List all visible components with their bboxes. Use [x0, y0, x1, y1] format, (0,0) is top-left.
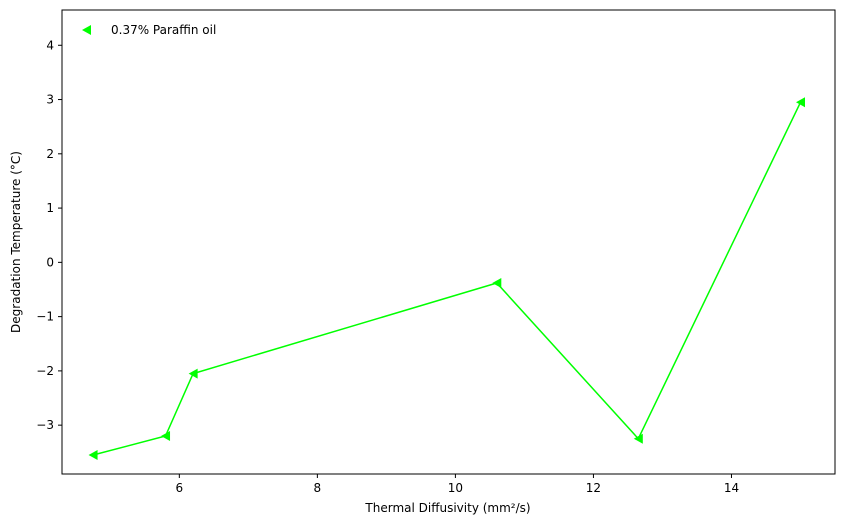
x-tick-label: 6	[176, 481, 184, 495]
x-tick-label: 12	[586, 481, 601, 495]
plot-frame	[61, 9, 836, 475]
y-tick-label: 3	[46, 93, 54, 107]
x-tick-label: 8	[314, 481, 322, 495]
y-tick-label: −2	[36, 364, 54, 378]
data-point-marker	[633, 433, 643, 444]
data-point-marker	[88, 450, 98, 461]
x-tick-label: 14	[724, 481, 739, 495]
y-axis-ticks: −3 −2 −1 0 1 2 3 4	[36, 38, 62, 432]
y-axis-label: Degradation Temperature (°C)	[9, 151, 23, 333]
series-layer	[88, 97, 805, 461]
x-tick-label: 10	[448, 481, 463, 495]
x-axis-ticks: 6 8 10 12 14	[176, 474, 739, 495]
y-tick-label: 1	[46, 201, 54, 215]
y-tick-label: 4	[46, 38, 54, 52]
legend-marker	[82, 25, 91, 35]
series-line	[92, 101, 802, 456]
y-tick-label: −3	[36, 418, 54, 432]
legend: 0.37% Paraffin oil	[82, 23, 216, 37]
data-point-marker	[161, 431, 171, 442]
y-tick-label: 0	[46, 255, 54, 269]
x-axis-label: Thermal Diffusivity (mm²/s)	[364, 501, 530, 515]
data-point-marker	[492, 277, 502, 288]
data-point-marker	[795, 97, 805, 108]
legend-label: 0.37% Paraffin oil	[111, 23, 216, 37]
y-tick-label: −1	[36, 310, 54, 324]
data-point-marker	[188, 368, 198, 379]
y-tick-label: 2	[46, 147, 54, 161]
